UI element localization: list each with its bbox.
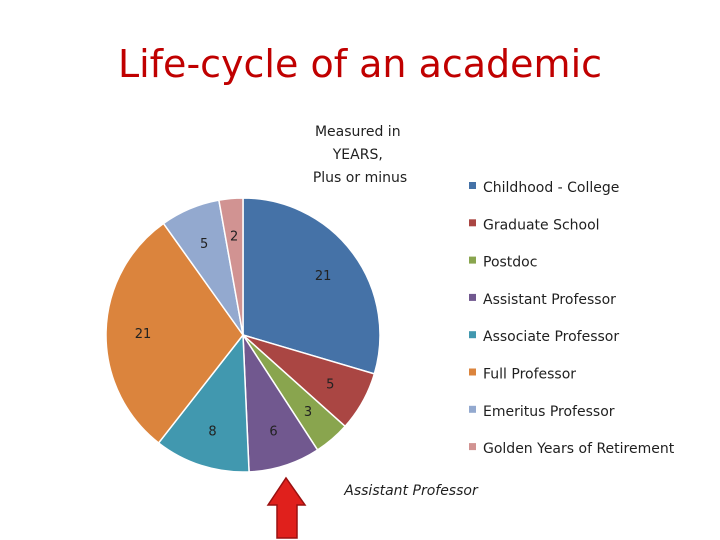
slide-title: Life-cycle of an academic (117, 42, 603, 86)
legend-item-golden-years-of-retirement: Golden Years of Retirement (469, 441, 675, 457)
legend-item-childhood-college: Childhood - College (469, 180, 619, 196)
pie-slice-childhood-college (242, 197, 381, 375)
assistant-professor-callout: Assistant Professor (343, 483, 479, 499)
legend-item-postdoc: Postdoc (469, 255, 537, 271)
callout-arrow-icon (266, 476, 307, 539)
data-label-assistant-professor: 6 (269, 424, 277, 439)
legend-label: Associate Professor (483, 329, 619, 345)
note-line-2: YEARS, (332, 147, 383, 163)
pie-slice-golden-years-of-retirement (218, 197, 244, 336)
legend-label: Childhood - College (483, 180, 619, 196)
legend-label: Assistant Professor (483, 292, 616, 308)
chart-legend: Childhood - College Graduate School Postdo… (469, 180, 675, 457)
legend-swatch (469, 182, 476, 189)
legend-item-full-professor: Full Professor (469, 367, 576, 383)
legend-swatch (469, 331, 476, 339)
legend-item-associate-professor: Associate Professor (469, 329, 619, 345)
note-line-1: Measured in (315, 124, 401, 140)
pie-slices (105, 197, 381, 473)
legend-item-graduate-school: Graduate School (469, 217, 600, 233)
pie-slice-associate-professor (157, 332, 250, 473)
note-line-3: Plus or minus (313, 170, 407, 186)
legend-swatch (469, 405, 476, 413)
legend-label: Postdoc (483, 255, 537, 271)
legend-label: Graduate School (483, 217, 600, 233)
legend-swatch (469, 256, 476, 264)
legend-item-emeritus-professor: Emeritus Professor (469, 404, 615, 420)
data-label-full-professor: 21 (135, 327, 152, 342)
data-label-childhood-college: 21 (315, 269, 332, 284)
data-label-graduate-school: 5 (326, 378, 334, 393)
measurement-note: Measured in YEARS, Plus or minus (313, 124, 407, 186)
legend-swatch (469, 443, 476, 451)
data-label-associate-professor: 8 (208, 424, 216, 439)
legend-label: Full Professor (483, 367, 576, 383)
legend-swatch (469, 293, 476, 301)
data-label-golden-years-of-retirement: 2 (230, 229, 238, 244)
legend-label: Emeritus Professor (483, 404, 615, 420)
data-label-emeritus-professor: 5 (200, 237, 208, 252)
legend-swatch (469, 368, 476, 376)
data-label-postdoc: 3 (304, 405, 312, 420)
pie-slice-full-professor (105, 222, 244, 444)
legend-label: Golden Years of Retirement (483, 441, 675, 457)
legend-item-assistant-professor: Assistant Professor (469, 292, 616, 308)
legend-swatch (469, 219, 476, 227)
